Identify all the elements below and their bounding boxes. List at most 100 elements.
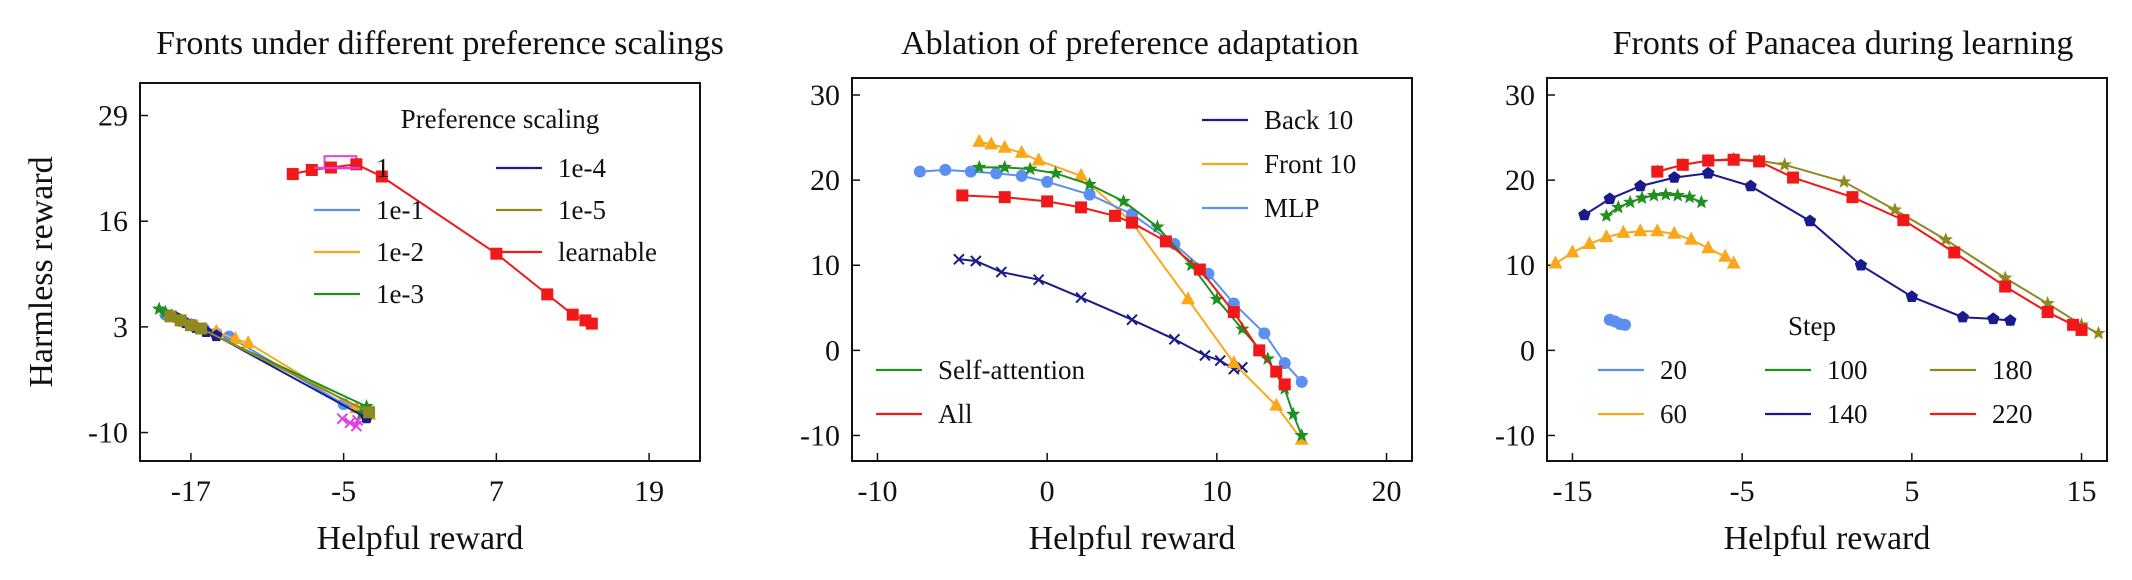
series-1e-5-point <box>184 319 197 332</box>
panel-panacea-learning: Fronts of Panacea during learning -15 -5 5 1… <box>1495 25 2108 557</box>
series-140-point <box>1803 214 1817 227</box>
legend-entry-60-label: 60 <box>1660 399 1687 429</box>
series-180-point <box>1836 174 1852 188</box>
x-tick-label: 0 <box>1040 475 1055 508</box>
legend: Back 10 Front 10 MLP Self-attention All <box>876 105 1356 429</box>
series-100-point <box>1682 189 1697 204</box>
series-front-10-point <box>1074 167 1089 181</box>
series-140-point <box>2004 314 2017 326</box>
series-140-point <box>1668 171 1681 183</box>
series-220-point <box>1897 214 1910 227</box>
series-mlp-line <box>919 168 1303 383</box>
series-self-attention <box>972 159 1309 442</box>
series-self-attention-point <box>997 159 1012 174</box>
series-self-attention-point <box>1235 321 1250 336</box>
y-tick-label: 10 <box>810 249 840 282</box>
series-back-10-point <box>970 255 982 267</box>
series-mlp-point <box>964 165 977 178</box>
series-self-attention-point <box>1116 193 1131 208</box>
series-front-10-point <box>1031 152 1046 166</box>
series-all-point <box>1270 365 1283 378</box>
series-220-point <box>1651 165 1664 178</box>
data-area <box>913 133 1309 445</box>
series-60-point <box>1667 225 1682 239</box>
series-140-point <box>1854 258 1868 271</box>
series-front-10-point <box>972 133 987 147</box>
series-220-point <box>1948 246 1961 259</box>
series-back-10-point <box>953 253 965 265</box>
panel-preference-scalings: Fronts under different preference scalin… <box>23 25 724 557</box>
y-tick-label: 30 <box>1505 79 1535 112</box>
series-220 <box>1651 153 2088 336</box>
series-back-10-point <box>1168 333 1181 345</box>
series-self-attention-point <box>1184 257 1199 272</box>
series-60-point <box>1701 240 1716 254</box>
series-back-10-point <box>1126 314 1138 326</box>
legend-entry-1-label: 1 <box>376 153 390 183</box>
legend-entry-front-10-label: Front 10 <box>1264 149 1356 179</box>
series-back-10-point <box>1199 349 1211 362</box>
legend: Step 20 60 100 140 180 220 <box>1598 311 2033 429</box>
series-60-point <box>1718 248 1733 262</box>
series-self-attention-point <box>1286 406 1301 421</box>
series-220-point <box>1753 155 1766 168</box>
y-axis-label: Harmless reward <box>23 156 60 387</box>
legend-entry-self-attention-label: Self-attention <box>938 355 1085 385</box>
series-60-point <box>1650 223 1665 237</box>
series-learnable-point <box>490 247 503 260</box>
series-180-point <box>2091 325 2106 340</box>
series-60-point <box>1599 229 1614 243</box>
series-mlp-point <box>1083 188 1096 201</box>
series-220-point <box>1676 158 1689 171</box>
y-tick-label: 29 <box>98 100 128 133</box>
series-self-attention-point <box>1023 161 1038 176</box>
x-axis-label: Helpful reward <box>1724 520 1931 557</box>
series-mlp-point <box>1015 169 1028 182</box>
series-learnable-point <box>286 168 299 181</box>
series-180-point <box>1938 232 1953 246</box>
series-100-point <box>1658 187 1673 201</box>
plot-frame <box>851 77 1413 462</box>
x-tick-label: -15 <box>1552 475 1592 508</box>
series-60-point <box>1582 235 1597 249</box>
series-all-point <box>956 189 969 202</box>
series-60-point <box>1684 231 1699 245</box>
legend-entry-back-10-label: Back 10 <box>1264 105 1353 135</box>
legend-entry-220-label: 220 <box>1992 399 2033 429</box>
series-all-point <box>1193 263 1206 276</box>
x-tick-label: -17 <box>171 475 211 508</box>
y-tick-label: -10 <box>1495 419 1535 452</box>
series-140-point <box>1702 166 1715 179</box>
legend-entry-1e-5-label: 1e-5 <box>558 195 606 225</box>
series-140-point <box>1744 179 1757 192</box>
y-tick-label: 20 <box>810 164 840 197</box>
series-140-point <box>1905 290 1918 302</box>
series-1-point <box>336 413 349 425</box>
series-220-point <box>1727 153 1740 166</box>
series-60-point <box>1565 244 1580 258</box>
x-tick-label: 15 <box>2067 475 2097 508</box>
series-220-point <box>1702 154 1715 167</box>
series-learnable-point <box>375 170 388 183</box>
series-1e-2-point <box>241 335 256 349</box>
series-all-point <box>1159 235 1172 248</box>
series-back-10-point <box>1214 354 1226 367</box>
series-220-point <box>2075 323 2088 336</box>
series-self-attention-point <box>1260 351 1275 365</box>
series-180-point <box>1887 202 1902 216</box>
series-100-point <box>1611 199 1626 214</box>
plot-frame <box>1546 77 2108 462</box>
series-220-point <box>1846 191 1859 204</box>
legend-title: Step <box>1788 311 1836 341</box>
y-tick-label: 0 <box>1520 334 1535 367</box>
y-tick-label: 16 <box>98 205 128 238</box>
x-tick-label: -5 <box>331 475 356 508</box>
x-axis-label: Helpful reward <box>1029 520 1236 557</box>
series-140 <box>1578 166 2017 326</box>
x-tick-label: 10 <box>1202 475 1232 508</box>
series-220-point <box>1999 280 2012 293</box>
series-learnable <box>286 158 598 330</box>
series-front-10-point <box>997 139 1012 153</box>
x-tick-label: 20 <box>1372 475 1402 508</box>
series-100-point <box>1670 188 1685 202</box>
